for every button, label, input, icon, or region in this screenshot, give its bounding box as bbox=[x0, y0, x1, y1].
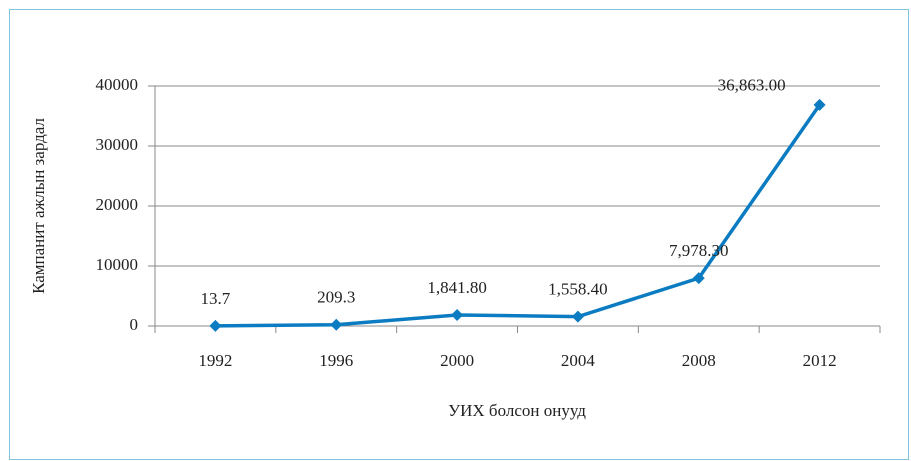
x-tick-label: 1996 bbox=[319, 351, 353, 370]
x-tick-label: 2008 bbox=[682, 351, 716, 370]
marker bbox=[209, 319, 222, 332]
marker bbox=[451, 308, 464, 321]
y-axis-label: Кампанит ажлын зардал bbox=[29, 118, 48, 294]
data-label: 36,863.00 bbox=[718, 76, 786, 95]
y-tick-label: 40000 bbox=[96, 75, 139, 94]
line bbox=[215, 103, 822, 328]
y-tick-label: 30000 bbox=[96, 135, 139, 154]
x-tick-label: 1992 bbox=[198, 351, 232, 370]
data-label: 1,841.80 bbox=[427, 278, 487, 297]
x-tick-label: 2012 bbox=[803, 351, 837, 370]
marker bbox=[571, 310, 584, 323]
data-label: 209.3 bbox=[317, 288, 355, 307]
x-tick-label: 2000 bbox=[440, 351, 474, 370]
y-tick-label: 20000 bbox=[96, 195, 139, 214]
x-axis-label: УИХ болсон онууд bbox=[448, 401, 586, 420]
data-label: 1,558.40 bbox=[548, 280, 608, 299]
x-tick-label: 2004 bbox=[561, 351, 596, 370]
y-tick-label: 0 bbox=[130, 315, 139, 334]
data-label: 13.7 bbox=[201, 289, 231, 308]
marker bbox=[813, 98, 826, 111]
y-tick-label: 10000 bbox=[96, 255, 139, 274]
data-label: 7,978.30 bbox=[669, 241, 729, 260]
marker bbox=[330, 318, 343, 331]
frame bbox=[9, 9, 909, 460]
marker bbox=[692, 272, 705, 285]
